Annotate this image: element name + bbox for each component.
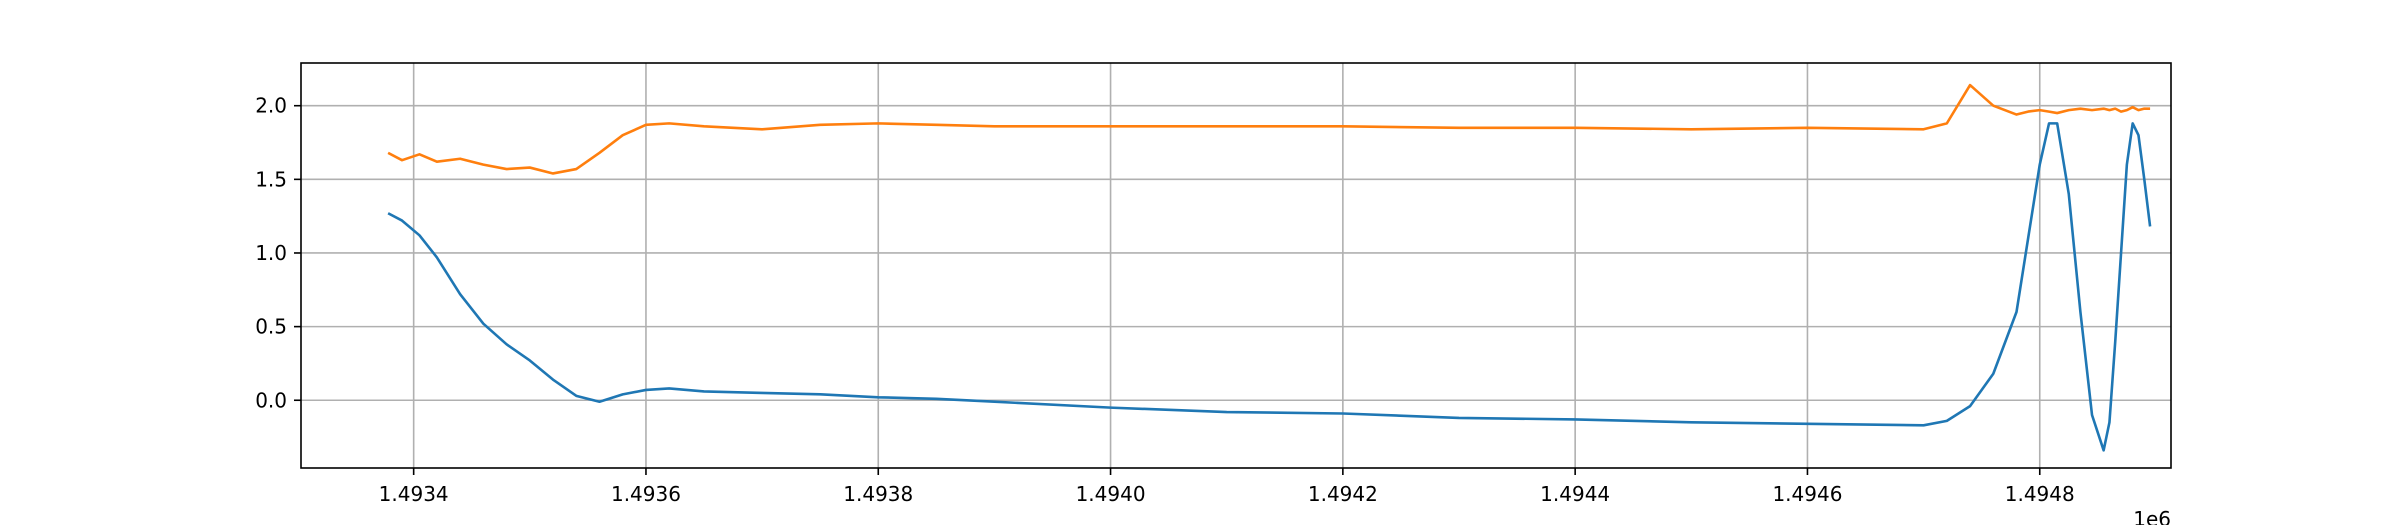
y-tick-label: 0.5 xyxy=(255,315,287,339)
axis-ticks: 1.4934 1.4936 1.4938 1.4940 1.4942 1.4944 1.49… xyxy=(255,94,2075,506)
grid xyxy=(301,63,2171,468)
x-tick-label: 1.4940 xyxy=(1076,482,1146,506)
y-tick-label: 1.0 xyxy=(255,241,287,265)
x-tick-label: 1.4936 xyxy=(611,482,681,506)
x-tick-label: 1.4942 xyxy=(1308,482,1378,506)
x-tick-label: 1.4946 xyxy=(1772,482,1842,506)
y-tick-label: 1.5 xyxy=(255,167,287,191)
series-layer xyxy=(387,83,2152,452)
y-tick-label: 2.0 xyxy=(255,94,287,118)
y-tick-label: 0.0 xyxy=(255,388,287,412)
series-line-1 xyxy=(387,122,2152,452)
x-tick-label: 1.4938 xyxy=(843,482,913,506)
x-tick-label: 1.4948 xyxy=(2005,482,2075,506)
x-tick-label: 1.4934 xyxy=(379,482,449,506)
series-line-2 xyxy=(387,83,2151,175)
plot-area-frame xyxy=(300,62,2172,469)
x-axis-offset-label: 1e6 xyxy=(2133,507,2171,525)
x-tick-label: 1.4944 xyxy=(1540,482,1610,506)
